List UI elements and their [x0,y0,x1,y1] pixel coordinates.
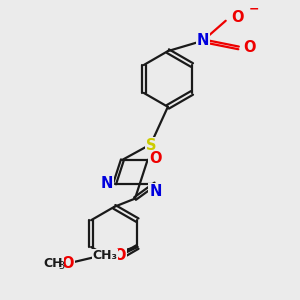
Text: −: − [249,3,260,16]
Text: N: N [197,33,209,48]
Text: 3: 3 [58,262,64,272]
Text: N: N [100,176,113,191]
Text: CH: CH [44,257,63,270]
Text: CH₃: CH₃ [93,249,118,262]
Text: O: O [113,248,126,263]
Text: O: O [61,256,74,271]
Text: S: S [146,137,157,152]
Text: N: N [149,184,162,199]
Text: O: O [244,40,256,56]
Text: O: O [231,11,243,26]
Text: O: O [149,151,162,166]
